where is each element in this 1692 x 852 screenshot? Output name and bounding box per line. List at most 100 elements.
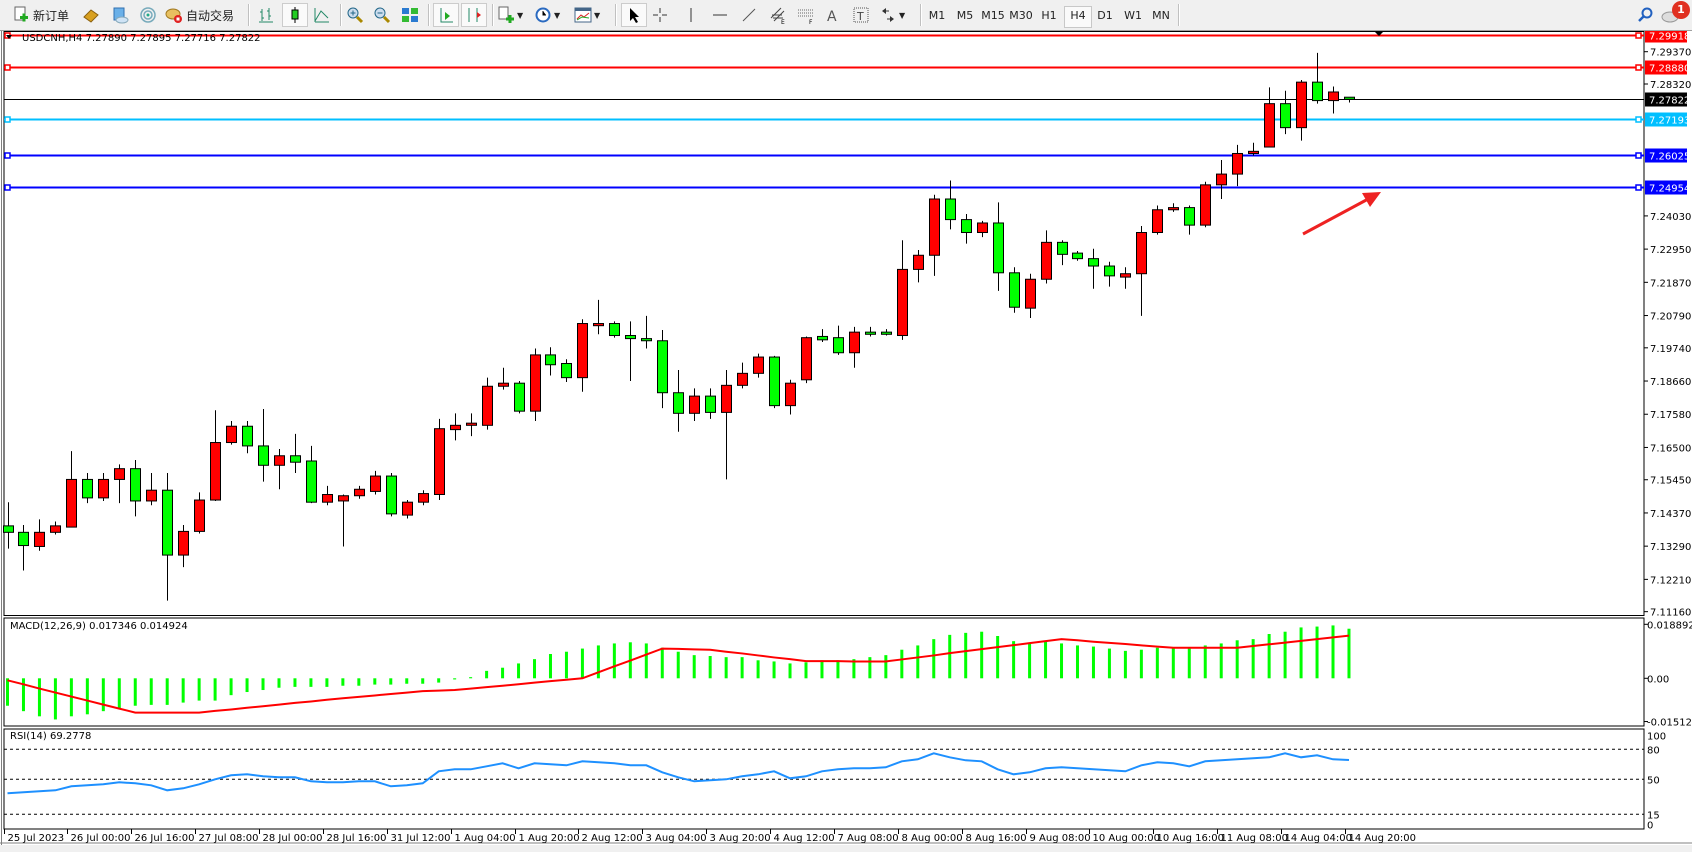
macd-histogram-bar bbox=[740, 657, 744, 679]
macd-histogram-bar bbox=[932, 639, 936, 679]
vertical-line-button[interactable] bbox=[680, 4, 702, 26]
macd-signal-line bbox=[7, 634, 1350, 714]
autoscroll-button[interactable] bbox=[433, 3, 459, 27]
macd-histogram-bar bbox=[1028, 643, 1032, 679]
macd-histogram-bar bbox=[181, 678, 185, 703]
text-label-icon: T bbox=[853, 7, 869, 23]
horizontal-line-button[interactable] bbox=[709, 4, 731, 26]
auto-trade-label: 自动交易 bbox=[186, 8, 235, 23]
search-button[interactable] bbox=[1636, 4, 1656, 26]
annotation-arrow[interactable] bbox=[1302, 192, 1381, 236]
navigator-icon bbox=[83, 9, 99, 23]
timeframe-h1[interactable]: H1 bbox=[1041, 9, 1057, 22]
candle-body bbox=[1009, 272, 1020, 308]
price-tick-label: 7.12210 bbox=[1650, 575, 1691, 586]
timeframe-d1[interactable]: D1 bbox=[1097, 9, 1113, 22]
text-label-button[interactable]: T bbox=[850, 4, 872, 26]
candle-body bbox=[1344, 96, 1355, 100]
time-tick-label: 1 Aug 20:00 bbox=[519, 833, 580, 844]
timeframe-mn[interactable]: MN bbox=[1152, 9, 1170, 22]
macd-tick-label: 0.018892 bbox=[1647, 620, 1692, 631]
macd-histogram-bar bbox=[325, 678, 329, 687]
terminal-button[interactable] bbox=[111, 4, 129, 26]
candle-body bbox=[865, 331, 876, 335]
timeframe-w1[interactable]: W1 bbox=[1124, 9, 1142, 22]
chevron-down-icon: ▼ bbox=[899, 10, 906, 20]
trendline-button[interactable] bbox=[738, 4, 760, 26]
level-price-label: 7.27193 bbox=[1649, 116, 1690, 127]
terminal-icon bbox=[113, 7, 129, 24]
zoom-out-icon bbox=[374, 7, 391, 24]
level-price-tag bbox=[1645, 112, 1687, 127]
crosshair-button[interactable] bbox=[649, 4, 671, 26]
macd-histogram-bar bbox=[788, 663, 792, 679]
candle-body bbox=[545, 354, 556, 366]
candle-body bbox=[897, 268, 908, 337]
fibonacci-button[interactable]: F bbox=[794, 4, 818, 26]
candle-body bbox=[194, 499, 205, 532]
templates-button[interactable]: ▼ bbox=[574, 4, 600, 26]
level-price-tag bbox=[1645, 92, 1687, 107]
macd-histogram-bar bbox=[453, 678, 457, 680]
market-watch-button[interactable] bbox=[82, 4, 100, 26]
candle-body bbox=[66, 478, 77, 528]
separator bbox=[492, 4, 494, 26]
vertical-line-icon bbox=[690, 8, 692, 22]
auto-trade-button[interactable]: 自动交易 bbox=[165, 4, 234, 26]
time-tick-label: 26 Jul 00:00 bbox=[71, 833, 131, 844]
text-button[interactable]: A bbox=[821, 4, 843, 26]
timeframe-m5[interactable]: M5 bbox=[956, 9, 974, 22]
candle-body bbox=[673, 392, 684, 414]
candlestick-button[interactable] bbox=[282, 3, 308, 27]
macd-histogram-bar bbox=[660, 647, 664, 679]
chart-shift-marker-icon[interactable] bbox=[1374, 31, 1384, 36]
price-tick-label: 7.24030 bbox=[1650, 212, 1691, 223]
cursor-button[interactable] bbox=[621, 3, 647, 27]
macd-histogram-bar bbox=[517, 663, 521, 679]
macd-histogram-bar bbox=[1075, 645, 1079, 679]
chart-shift-button[interactable] bbox=[461, 3, 487, 27]
candle-body bbox=[18, 531, 29, 547]
zoom-in-button[interactable] bbox=[344, 4, 366, 26]
arrows-button[interactable]: ▼ bbox=[879, 4, 905, 26]
trendline-icon bbox=[742, 8, 756, 22]
time-tick-label: 8 Aug 16:00 bbox=[966, 833, 1027, 844]
level-price-tag bbox=[1645, 60, 1687, 75]
level-handle-icon bbox=[1635, 64, 1642, 71]
price-tick-label: 7.17580 bbox=[1650, 410, 1691, 421]
time-tick-label: 26 Jul 16:00 bbox=[135, 833, 195, 844]
line-chart-button[interactable] bbox=[311, 4, 333, 26]
bar-chart-button[interactable] bbox=[255, 4, 277, 26]
zoom-out-button[interactable] bbox=[371, 4, 393, 26]
price-tick-label: 7.14370 bbox=[1650, 509, 1691, 520]
candle-body bbox=[1025, 278, 1036, 309]
macd-histogram-bar bbox=[820, 660, 824, 679]
timeframe-m30[interactable]: M30 bbox=[1009, 9, 1033, 22]
level-price-label: 7.26025 bbox=[1649, 152, 1690, 163]
tile-windows-button[interactable] bbox=[399, 4, 421, 26]
candle-body bbox=[977, 222, 988, 234]
timeframe-m15[interactable]: M15 bbox=[981, 9, 1005, 22]
new-order-button[interactable]: 新订单 bbox=[12, 4, 69, 26]
timeframe-m1[interactable]: M1 bbox=[928, 9, 946, 22]
arrow-head-icon bbox=[1362, 192, 1381, 207]
time-tick-label: 14 Aug 04:00 bbox=[1285, 833, 1352, 844]
level-price-label: 7.27822 bbox=[1649, 96, 1690, 107]
equidistant-channel-button[interactable]: E bbox=[766, 4, 790, 26]
chart-menu-triangle-icon[interactable] bbox=[6, 35, 12, 39]
candle-body bbox=[1216, 173, 1227, 186]
macd-tick-label: -0.015125 bbox=[1647, 718, 1692, 729]
candle-body bbox=[130, 468, 141, 502]
macd-histogram-bar bbox=[485, 670, 489, 679]
price-tick-label: 7.18660 bbox=[1650, 377, 1691, 388]
macd-histogram-bar bbox=[373, 678, 377, 685]
timeframe-h4[interactable]: H4 bbox=[1064, 6, 1092, 28]
periods-button[interactable]: ▼ bbox=[534, 4, 560, 26]
autoscroll-icon bbox=[440, 8, 453, 23]
chart-window[interactable]: 7.29370 7.28320 7.24030 7.22950 7.21870 7.207… bbox=[0, 31, 1692, 845]
candle-body bbox=[450, 424, 461, 431]
time-tick-label: 31 Jul 12:00 bbox=[391, 833, 451, 844]
signals-button[interactable] bbox=[139, 4, 157, 26]
indicators-button[interactable]: ▼ bbox=[497, 4, 523, 26]
horizontal-line-icon bbox=[713, 14, 727, 16]
